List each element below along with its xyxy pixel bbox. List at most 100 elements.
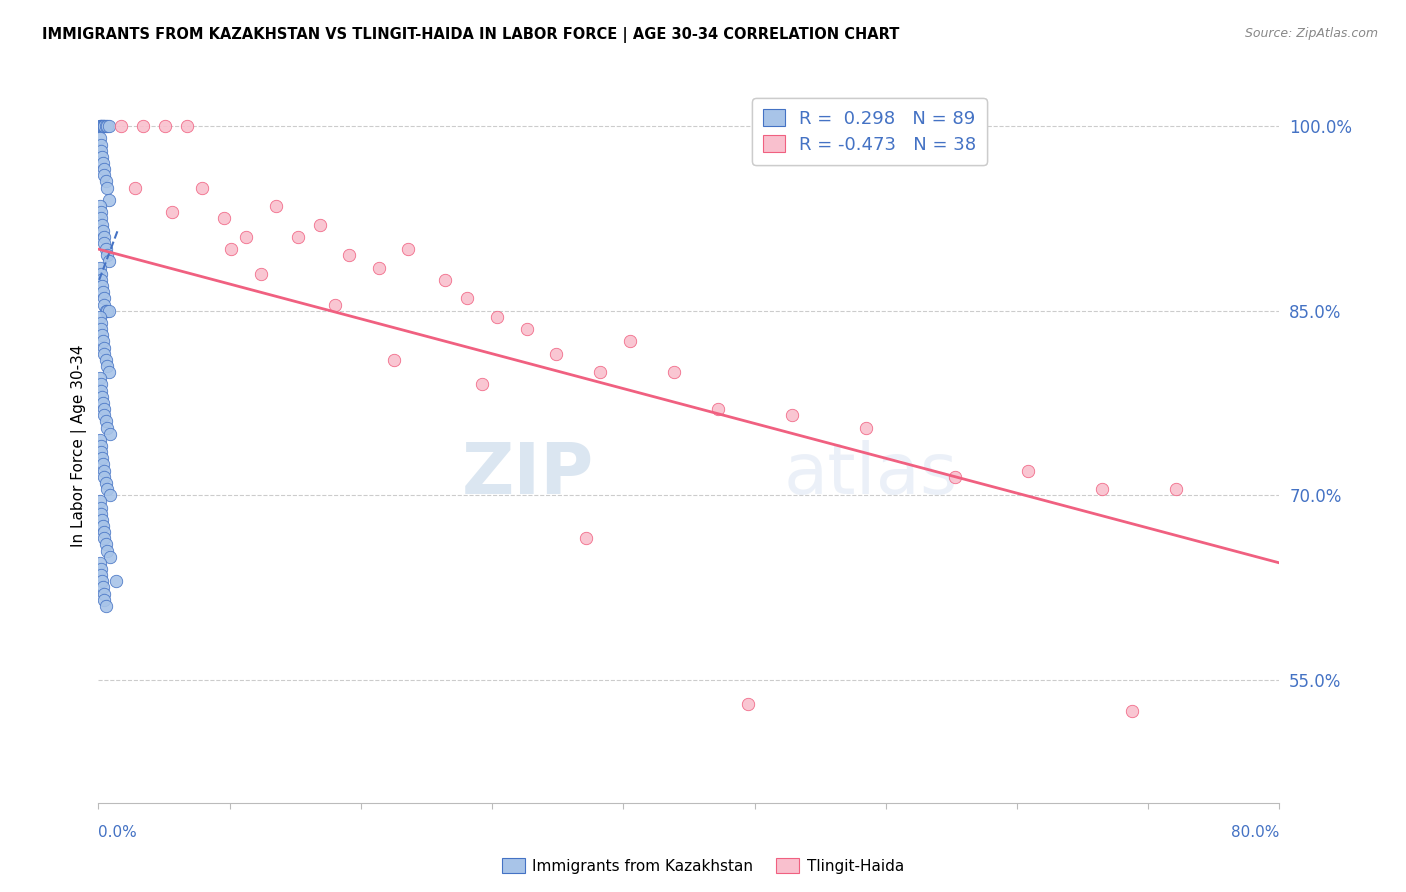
- Point: [1017, 464, 1039, 478]
- Point: [91, 390, 114, 404]
- Point: [434, 273, 457, 287]
- Point: [90, 500, 112, 515]
- Point: [105, 574, 128, 589]
- Point: [90, 316, 112, 330]
- Point: [191, 180, 214, 194]
- Point: [90, 137, 112, 152]
- Point: [337, 248, 360, 262]
- Point: [93, 469, 115, 483]
- Text: Source: ZipAtlas.com: Source: ZipAtlas.com: [1244, 27, 1378, 40]
- Point: [212, 211, 235, 226]
- Point: [91, 328, 114, 343]
- Point: [93, 525, 115, 540]
- Point: [91, 119, 114, 133]
- Point: [90, 377, 112, 392]
- Point: [93, 291, 115, 305]
- Point: [90, 322, 112, 336]
- Point: [93, 235, 115, 250]
- Point: [309, 218, 332, 232]
- Point: [90, 144, 112, 158]
- Point: [93, 230, 115, 244]
- Point: [93, 297, 115, 311]
- Point: [93, 119, 115, 133]
- Point: [94, 242, 117, 256]
- Point: [94, 475, 117, 490]
- Point: [89, 494, 111, 508]
- Point: [96, 420, 118, 434]
- Point: [1091, 482, 1114, 496]
- Point: [94, 352, 117, 367]
- Point: [98, 549, 121, 564]
- Point: [250, 267, 273, 281]
- Point: [93, 119, 115, 133]
- Point: [546, 347, 568, 361]
- Point: [1164, 482, 1187, 496]
- Point: [96, 543, 118, 558]
- Point: [91, 119, 114, 133]
- Point: [782, 409, 804, 423]
- Point: [90, 568, 112, 582]
- Text: IMMIGRANTS FROM KAZAKHSTAN VS TLINGIT-HAIDA IN LABOR FORCE | AGE 30-34 CORRELATI: IMMIGRANTS FROM KAZAKHSTAN VS TLINGIT-HA…: [42, 27, 900, 43]
- Point: [110, 119, 132, 133]
- Point: [89, 260, 111, 275]
- Point: [89, 131, 111, 145]
- Point: [90, 384, 112, 398]
- Point: [91, 218, 114, 232]
- Text: atlas: atlas: [783, 440, 957, 509]
- Point: [89, 310, 111, 324]
- Point: [589, 365, 612, 379]
- Point: [97, 193, 120, 207]
- Point: [1121, 704, 1143, 718]
- Point: [235, 230, 257, 244]
- Point: [90, 119, 112, 133]
- Point: [93, 464, 115, 478]
- Point: [94, 537, 117, 551]
- Point: [91, 396, 114, 410]
- Point: [89, 371, 111, 385]
- Point: [91, 224, 114, 238]
- Point: [91, 581, 114, 595]
- Point: [90, 445, 112, 459]
- Point: [619, 334, 641, 349]
- Point: [323, 297, 346, 311]
- Point: [91, 150, 114, 164]
- Point: [91, 513, 114, 527]
- Point: [96, 303, 118, 318]
- Point: [456, 291, 478, 305]
- Text: 80.0%: 80.0%: [1232, 825, 1279, 840]
- Point: [264, 199, 287, 213]
- Point: [91, 451, 114, 466]
- Point: [93, 409, 115, 423]
- Point: [89, 556, 111, 570]
- Point: [93, 162, 115, 177]
- Point: [219, 242, 243, 256]
- Text: 0.0%: 0.0%: [98, 825, 138, 840]
- Point: [97, 119, 120, 133]
- Legend: R =  0.298   N = 89, R = -0.473   N = 38: R = 0.298 N = 89, R = -0.473 N = 38: [752, 98, 987, 165]
- Point: [94, 119, 117, 133]
- Point: [93, 347, 115, 361]
- Point: [98, 426, 121, 441]
- Point: [93, 587, 115, 601]
- Point: [96, 180, 118, 194]
- Point: [93, 531, 115, 545]
- Point: [90, 562, 112, 576]
- Point: [124, 180, 146, 194]
- Point: [94, 174, 117, 188]
- Point: [89, 119, 111, 133]
- Point: [664, 365, 686, 379]
- Point: [287, 230, 309, 244]
- Legend: Immigrants from Kazakhstan, Tlingit-Haida: Immigrants from Kazakhstan, Tlingit-Haid…: [496, 852, 910, 880]
- Point: [91, 156, 114, 170]
- Point: [707, 402, 730, 417]
- Point: [90, 205, 112, 219]
- Point: [471, 377, 494, 392]
- Point: [574, 531, 596, 545]
- Point: [96, 359, 118, 373]
- Point: [97, 365, 120, 379]
- Point: [93, 169, 115, 183]
- Point: [90, 507, 112, 521]
- Point: [90, 211, 112, 226]
- Point: [486, 310, 509, 324]
- Point: [97, 254, 120, 268]
